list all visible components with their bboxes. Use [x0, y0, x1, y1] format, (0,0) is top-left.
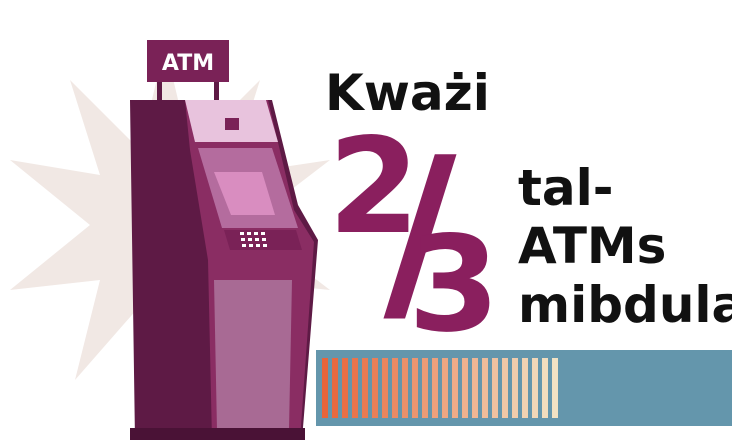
stripe	[352, 358, 358, 418]
headline-line: tal-	[518, 159, 614, 217]
atm-sign-text: ATM	[162, 51, 214, 76]
stripe	[532, 358, 538, 418]
stripe	[382, 358, 388, 418]
stripe	[392, 358, 398, 418]
fraction-denominator: 3	[408, 208, 500, 362]
stripe	[472, 358, 478, 418]
stripe	[512, 358, 518, 418]
stripe	[522, 358, 528, 418]
stripe	[552, 358, 558, 418]
headline-lead: Kważi	[325, 64, 490, 122]
stripe	[452, 358, 458, 418]
stripe	[492, 358, 498, 418]
stripe	[502, 358, 508, 418]
atm-sign-plate	[147, 40, 229, 82]
progress-stripes	[322, 358, 558, 418]
stripe	[412, 358, 418, 418]
stripe	[462, 358, 468, 418]
stripe	[422, 358, 428, 418]
stripe	[362, 358, 368, 418]
stripe	[342, 358, 348, 418]
stripe	[402, 358, 408, 418]
stripe	[542, 358, 548, 418]
headline-line: mibdula	[518, 276, 732, 334]
stripe	[372, 358, 378, 418]
stripe	[332, 358, 338, 418]
headline-line: ATMs	[518, 217, 666, 275]
stripe	[322, 358, 328, 418]
stripe	[432, 358, 438, 418]
stripe	[482, 358, 488, 418]
stripe	[442, 358, 448, 418]
fraction-slash: /	[383, 115, 457, 348]
atm-illustration	[130, 40, 318, 440]
fraction-numerator: 2	[328, 110, 420, 264]
